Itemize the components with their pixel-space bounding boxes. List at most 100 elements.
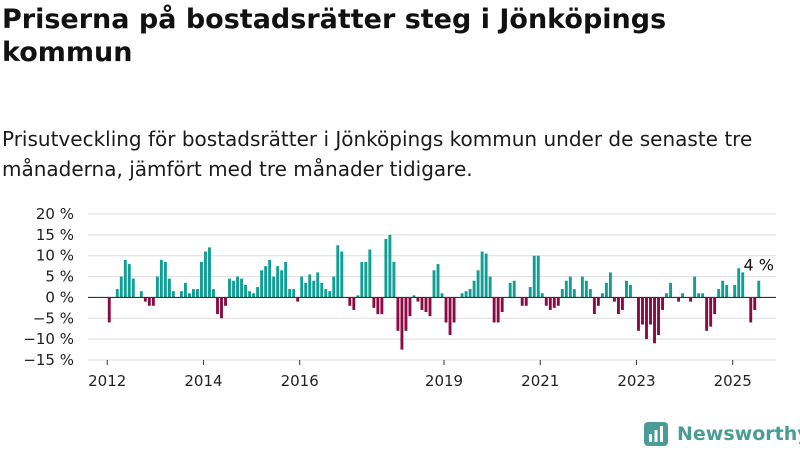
bar — [641, 297, 644, 325]
bar — [192, 289, 195, 298]
bar-chart: 20 %15 %10 %5 %0 %−5 %−10 %−15 % 2012 201… — [23, 205, 776, 390]
bar — [107, 297, 111, 323]
brand-name: Newsworthy — [677, 423, 800, 445]
bar — [476, 270, 480, 298]
bar — [155, 276, 159, 298]
bar — [625, 280, 628, 298]
bar — [564, 280, 568, 298]
bar — [645, 297, 648, 340]
y-tick-label: 10 % — [36, 247, 74, 265]
bar — [524, 297, 528, 306]
bar — [484, 253, 488, 298]
gridlines — [88, 213, 776, 361]
bar — [677, 297, 681, 302]
bar — [272, 276, 276, 298]
bar — [472, 280, 476, 298]
chart-subtitle: Prisutveckling för bostadsrätter i Jönkö… — [2, 127, 753, 181]
bar — [512, 280, 516, 298]
bar — [123, 259, 127, 298]
bar — [143, 297, 147, 302]
bar — [721, 280, 725, 298]
chart-title: Priserna på bostadsrätter steg i Jönköpi… — [2, 4, 667, 68]
bar — [119, 276, 123, 298]
bar — [592, 297, 596, 315]
bar — [248, 291, 252, 298]
bar — [220, 297, 223, 319]
bar — [508, 282, 512, 298]
bar — [183, 282, 187, 298]
x-tick-label: 2014 — [184, 372, 222, 390]
bar — [139, 291, 143, 298]
bar — [167, 278, 171, 298]
bar — [600, 293, 604, 298]
bar — [657, 297, 660, 335]
bar — [608, 272, 612, 298]
y-tick-label: −10 % — [23, 330, 74, 348]
bar — [705, 297, 709, 331]
bar — [268, 259, 272, 298]
bar — [709, 297, 713, 327]
bar — [372, 297, 376, 308]
bar — [320, 282, 324, 298]
bar — [348, 297, 352, 306]
bar — [196, 289, 199, 298]
brand-logo: Newsworthy — [643, 419, 800, 449]
bar — [252, 293, 256, 298]
bar — [661, 297, 664, 310]
x-tick-label: 2012 — [88, 372, 126, 390]
bars — [107, 234, 761, 350]
bar — [737, 268, 741, 298]
bar — [653, 297, 656, 344]
bar — [384, 239, 388, 298]
bar — [292, 289, 296, 298]
newsworthy-logo-icon — [644, 422, 668, 446]
y-tick-label: 20 % — [36, 205, 74, 223]
x-tick-label: 2016 — [281, 372, 319, 390]
bar — [392, 261, 396, 298]
bar — [580, 276, 584, 298]
bar — [360, 261, 364, 298]
bar — [548, 297, 552, 310]
bar — [629, 284, 632, 298]
bar — [749, 297, 753, 323]
bar — [480, 251, 484, 298]
bar — [232, 280, 235, 298]
bar — [328, 291, 332, 298]
bar — [717, 289, 721, 298]
bar — [500, 297, 504, 313]
bar — [488, 276, 492, 298]
bar — [368, 249, 372, 298]
bar — [316, 272, 320, 298]
bar — [300, 276, 304, 298]
bar — [376, 297, 380, 315]
bar — [612, 297, 616, 302]
bar — [604, 282, 608, 298]
bar — [264, 266, 268, 298]
bar — [388, 234, 392, 298]
bar — [568, 276, 572, 298]
bar — [681, 293, 685, 298]
bar — [725, 284, 729, 298]
bar — [448, 297, 452, 335]
bar — [408, 297, 412, 317]
bar — [284, 261, 288, 298]
bar — [556, 297, 560, 306]
bar — [492, 297, 496, 323]
y-tick-label: 15 % — [36, 226, 74, 244]
bar — [544, 297, 548, 306]
x-tick-label: 2023 — [617, 372, 655, 390]
bar — [440, 293, 444, 298]
bar — [713, 297, 717, 315]
bar — [404, 297, 408, 331]
bar — [288, 289, 292, 298]
bar — [741, 272, 745, 298]
bar — [187, 293, 191, 298]
bar — [179, 291, 183, 298]
bar — [147, 297, 151, 306]
bar — [304, 282, 308, 298]
x-tick-label: 2021 — [521, 372, 559, 390]
bar — [669, 282, 672, 298]
bar — [552, 297, 556, 308]
bar — [701, 293, 705, 298]
bar — [637, 297, 640, 331]
